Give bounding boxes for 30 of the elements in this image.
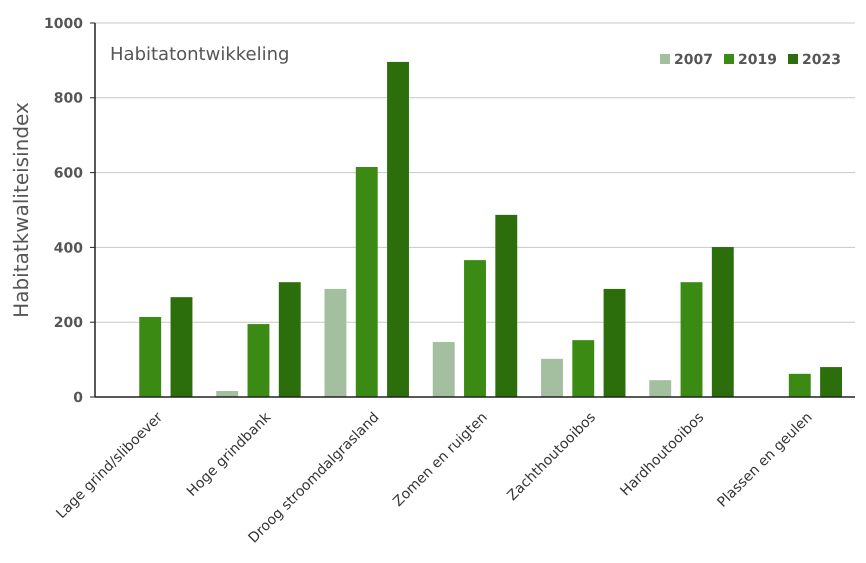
- legend-label: 2007: [674, 52, 713, 68]
- bar: [248, 324, 270, 397]
- bar: [541, 358, 563, 397]
- bar: [495, 214, 518, 397]
- legend-label: 2023: [802, 52, 841, 68]
- bar: [387, 62, 409, 397]
- bar: [278, 282, 301, 397]
- bar: [464, 260, 486, 397]
- bar: [788, 374, 811, 397]
- y-axis-title: Habitatkwaliteisindex: [9, 102, 33, 318]
- bar: [649, 380, 672, 397]
- legend-label: 2019: [738, 52, 777, 68]
- bar: [216, 391, 238, 397]
- bar: [680, 282, 702, 397]
- bar: [324, 288, 346, 397]
- text: Habitatontwikkeling: [110, 44, 290, 65]
- y-tick-label: 400: [54, 240, 84, 256]
- y-tick-label: 600: [54, 166, 84, 182]
- bar: [572, 340, 594, 397]
- bar: [712, 247, 734, 397]
- bar: [170, 297, 192, 397]
- bar: [820, 367, 842, 397]
- bar: [139, 316, 162, 397]
- y-tick-label: 1000: [44, 16, 84, 32]
- bar: [432, 342, 455, 397]
- bar: [604, 288, 626, 397]
- y-tick-label: 200: [54, 315, 84, 332]
- bar: [356, 166, 378, 397]
- y-tick-label: 0: [73, 390, 84, 406]
- y-tick-label: 800: [54, 90, 84, 107]
